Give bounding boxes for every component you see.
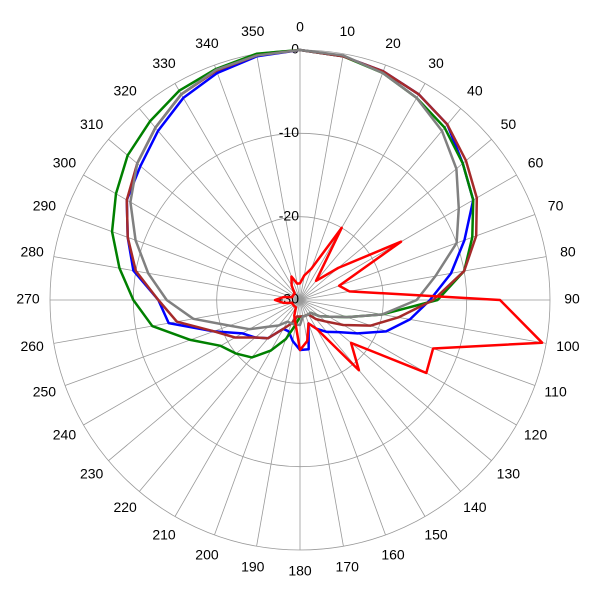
spoke [299, 138, 492, 301]
theta-tick-label: 350 [241, 23, 265, 39]
spoke [214, 64, 301, 301]
spoke [299, 53, 344, 301]
theta-tick-label: 50 [501, 116, 517, 132]
theta-tick-label: 150 [424, 526, 448, 542]
spoke [299, 299, 536, 386]
spoke [299, 299, 386, 536]
spoke [83, 299, 301, 426]
spoke [174, 83, 301, 301]
spoke [299, 299, 547, 344]
ring [216, 216, 384, 384]
theta-tick-label: 330 [152, 55, 176, 71]
spoke [174, 299, 301, 517]
theta-tick-label: 70 [548, 198, 564, 214]
spoke [299, 214, 536, 301]
spoke [299, 174, 517, 301]
theta-tick-label: 190 [241, 559, 265, 575]
theta-tick-label: 300 [53, 155, 77, 171]
theta-tick-label: 320 [113, 82, 137, 98]
r-tick-label: -20 [279, 207, 299, 223]
spoke [299, 299, 492, 462]
spoke [53, 256, 301, 301]
theta-tick-label: 110 [544, 384, 567, 400]
series-line [125, 48, 479, 340]
theta-tick-label: 180 [288, 563, 312, 579]
theta-tick-label: 260 [20, 338, 44, 354]
theta-tick-label: 30 [428, 55, 444, 71]
spoke [299, 83, 426, 301]
theta-tick-label: 170 [336, 559, 360, 575]
theta-tick-label: 140 [463, 499, 487, 515]
theta-tick-label: 20 [385, 35, 401, 51]
theta-tick-label: 230 [80, 466, 104, 482]
theta-tick-label: 240 [53, 427, 77, 443]
r-tick-label: 0 [291, 41, 299, 57]
series-line [129, 48, 461, 331]
spoke [138, 299, 301, 492]
series-line [273, 226, 544, 375]
theta-tick-label: 80 [560, 243, 576, 259]
theta-tick-label: 90 [564, 291, 580, 307]
spoke [299, 108, 462, 301]
spoke [83, 174, 301, 301]
theta-tick-label: 120 [524, 427, 548, 443]
theta-tick-label: 100 [556, 338, 580, 354]
theta-tick-label: 280 [20, 243, 44, 259]
spoke [299, 256, 547, 301]
theta-tick-label: 310 [80, 116, 104, 132]
spoke [64, 214, 301, 301]
spoke [256, 53, 301, 301]
theta-tick-label: 160 [381, 546, 405, 562]
theta-tick-label: 130 [497, 466, 521, 482]
theta-tick-label: 60 [528, 155, 544, 171]
theta-tick-label: 250 [33, 384, 57, 400]
theta-tick-label: 40 [467, 82, 483, 98]
theta-tick-label: 0 [296, 19, 304, 35]
theta-tick-label: 270 [16, 291, 40, 307]
spoke [138, 108, 301, 301]
theta-tick-label: 220 [113, 499, 137, 515]
theta-tick-label: 340 [195, 35, 219, 51]
spoke [299, 299, 426, 517]
theta-tick-label: 210 [152, 526, 176, 542]
spoke [299, 299, 517, 426]
theta-tick-label: 290 [33, 198, 57, 214]
theta-tick-label: 200 [195, 546, 219, 562]
spoke [299, 64, 386, 301]
r-tick-label: -10 [279, 124, 299, 140]
spoke [64, 299, 301, 386]
theta-tick-label: 10 [339, 23, 355, 39]
